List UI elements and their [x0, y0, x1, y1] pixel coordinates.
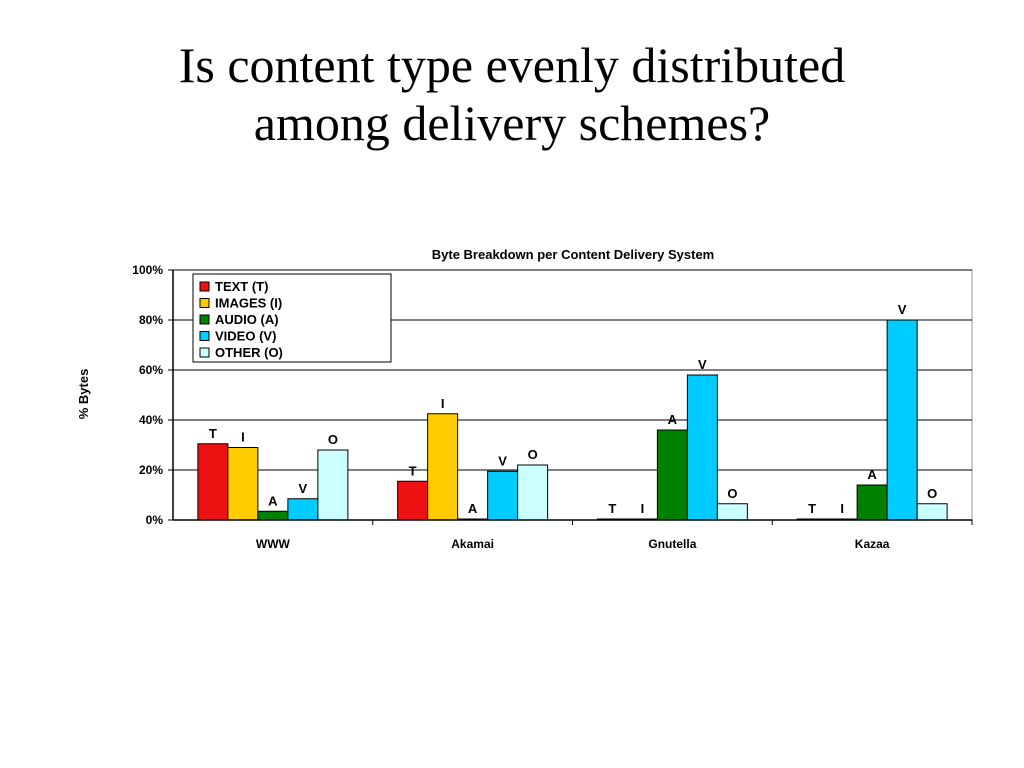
legend-entry: OTHER (O) — [215, 345, 283, 360]
legend-swatch — [199, 314, 210, 325]
bar-label: T — [209, 426, 217, 441]
bar-label: A — [668, 412, 678, 427]
legend-swatch — [199, 281, 210, 292]
bar-label: O — [927, 486, 937, 501]
legend-box — [192, 273, 392, 363]
axes — [168, 269, 973, 525]
slide-title: Is content type evenly distributed among… — [0, 36, 1024, 152]
byte-breakdown-chart: Byte Breakdown per Content Delivery Syst… — [76, 247, 973, 551]
category-label: Kazaa — [855, 537, 890, 551]
bar-label: T — [808, 501, 816, 516]
y-axis-title: % Bytes — [76, 369, 91, 420]
category-labels: WWW Akamai Gnutella Kazaa — [256, 537, 890, 551]
chart-title: Byte Breakdown per Content Delivery Syst… — [432, 247, 714, 262]
bars — [197, 319, 948, 521]
bar-i-akamai — [427, 413, 459, 521]
bar-label: I — [241, 430, 245, 445]
bar-v-www — [287, 498, 319, 521]
category-label: Akamai — [451, 537, 494, 551]
bar-label: V — [698, 357, 707, 372]
y-tick-label: 20% — [139, 463, 163, 477]
bar-v-gnutella — [686, 374, 718, 521]
legend-entry: VIDEO (V) — [215, 329, 276, 344]
bar-label: O — [328, 432, 338, 447]
category-label: Gnutella — [648, 537, 696, 551]
legend-entry: TEXT (T) — [215, 279, 268, 294]
legend: TEXT (T) IMAGES (I)AUDIO (A) VIDEO (V)OTHE… — [192, 273, 392, 363]
bar-label: A — [268, 493, 278, 508]
bar-t-www — [197, 443, 229, 521]
bar-o-akamai — [517, 464, 549, 521]
bar-o-gnutella — [716, 503, 748, 521]
y-tick-label: 40% — [139, 413, 163, 427]
bar-t-akamai — [397, 480, 429, 521]
bar-a-kazaa — [856, 484, 888, 521]
bar-label: V — [498, 453, 507, 468]
y-tick-label: 80% — [139, 313, 163, 327]
bar-label: O — [727, 486, 737, 501]
bar-a-www — [257, 510, 289, 521]
legend-swatch — [199, 298, 210, 308]
bar-i-www — [227, 447, 259, 521]
y-tick-label: 0% — [146, 513, 164, 527]
bar-label: I — [840, 501, 844, 516]
bar-o-www — [317, 449, 349, 521]
bar-label: I — [441, 396, 445, 411]
bar-label: A — [867, 467, 877, 482]
bar-label: A — [468, 501, 478, 516]
bar-label: V — [898, 302, 907, 317]
slide-title-line-2: among delivery schemes? — [253, 95, 771, 151]
legend-entry: IMAGES (I) — [215, 296, 282, 311]
bar-label: V — [299, 481, 308, 496]
legend-swatch — [199, 347, 210, 358]
bar-a-gnutella — [656, 429, 688, 521]
bar-label: O — [528, 447, 538, 462]
bar-o-kazaa — [916, 503, 948, 521]
y-tick-label: 100% — [132, 263, 163, 277]
y-tick-label: 60% — [139, 363, 163, 377]
bar-label: T — [608, 501, 616, 516]
bar-label: T — [409, 463, 417, 478]
slide-title-line-1: Is content type evenly distributed — [178, 37, 846, 93]
bar-v-kazaa — [886, 319, 918, 521]
category-label: WWW — [256, 537, 291, 551]
legend-entry: AUDIO (A) — [215, 312, 279, 327]
bar-labels: T I A V O T I A V O T I A V O T I A V O — [209, 302, 937, 516]
y-tick-labels: 0% 20% 40% 60% 80% 100% — [132, 263, 163, 527]
legend-swatch — [199, 331, 210, 341]
bar-label: I — [641, 501, 645, 516]
bar-v-akamai — [487, 470, 519, 521]
